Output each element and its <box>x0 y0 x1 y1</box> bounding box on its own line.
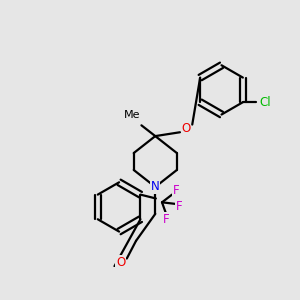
Text: N: N <box>151 180 160 194</box>
Text: O: O <box>182 122 191 135</box>
Text: F: F <box>163 213 169 226</box>
Text: Cl: Cl <box>260 96 271 109</box>
Text: F: F <box>172 184 179 197</box>
Text: Me: Me <box>124 110 140 120</box>
Text: O: O <box>116 256 125 269</box>
Text: F: F <box>176 200 182 213</box>
